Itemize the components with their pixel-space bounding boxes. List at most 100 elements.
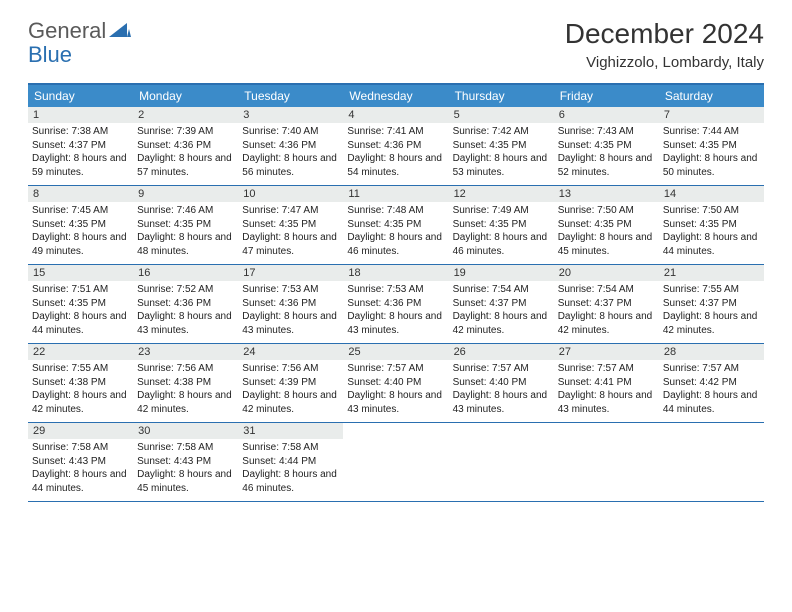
day-cell: 4Sunrise: 7:41 AMSunset: 4:36 PMDaylight… bbox=[343, 107, 448, 185]
day-number: 15 bbox=[28, 265, 133, 281]
day-number: 6 bbox=[554, 107, 659, 123]
day-cell: 27Sunrise: 7:57 AMSunset: 4:41 PMDayligh… bbox=[554, 344, 659, 422]
weekday-header: Thursday bbox=[449, 85, 554, 107]
weekday-header: Monday bbox=[133, 85, 238, 107]
weekday-header: Wednesday bbox=[343, 85, 448, 107]
day-cell: 8Sunrise: 7:45 AMSunset: 4:35 PMDaylight… bbox=[28, 186, 133, 264]
day-number: 12 bbox=[449, 186, 554, 202]
day-cell bbox=[449, 423, 554, 501]
day-cell: 10Sunrise: 7:47 AMSunset: 4:35 PMDayligh… bbox=[238, 186, 343, 264]
day-content: Sunrise: 7:57 AMSunset: 4:42 PMDaylight:… bbox=[659, 360, 764, 421]
day-number: 7 bbox=[659, 107, 764, 123]
day-cell: 14Sunrise: 7:50 AMSunset: 4:35 PMDayligh… bbox=[659, 186, 764, 264]
day-content: Sunrise: 7:52 AMSunset: 4:36 PMDaylight:… bbox=[133, 281, 238, 342]
day-number: 21 bbox=[659, 265, 764, 281]
day-content: Sunrise: 7:55 AMSunset: 4:37 PMDaylight:… bbox=[659, 281, 764, 342]
day-number: 31 bbox=[238, 423, 343, 439]
day-cell: 30Sunrise: 7:58 AMSunset: 4:43 PMDayligh… bbox=[133, 423, 238, 501]
day-content: Sunrise: 7:55 AMSunset: 4:38 PMDaylight:… bbox=[28, 360, 133, 421]
day-content: Sunrise: 7:39 AMSunset: 4:36 PMDaylight:… bbox=[133, 123, 238, 184]
day-content: Sunrise: 7:58 AMSunset: 4:44 PMDaylight:… bbox=[238, 439, 343, 500]
day-cell: 25Sunrise: 7:57 AMSunset: 4:40 PMDayligh… bbox=[343, 344, 448, 422]
day-number: 3 bbox=[238, 107, 343, 123]
day-number: 18 bbox=[343, 265, 448, 281]
day-cell: 9Sunrise: 7:46 AMSunset: 4:35 PMDaylight… bbox=[133, 186, 238, 264]
header: General December 2024 Vighizzolo, Lombar… bbox=[0, 0, 792, 79]
day-number: 5 bbox=[449, 107, 554, 123]
day-cell: 22Sunrise: 7:55 AMSunset: 4:38 PMDayligh… bbox=[28, 344, 133, 422]
day-content: Sunrise: 7:54 AMSunset: 4:37 PMDaylight:… bbox=[449, 281, 554, 342]
day-content: Sunrise: 7:58 AMSunset: 4:43 PMDaylight:… bbox=[28, 439, 133, 500]
day-cell: 15Sunrise: 7:51 AMSunset: 4:35 PMDayligh… bbox=[28, 265, 133, 343]
day-cell: 12Sunrise: 7:49 AMSunset: 4:35 PMDayligh… bbox=[449, 186, 554, 264]
day-number: 8 bbox=[28, 186, 133, 202]
day-cell: 28Sunrise: 7:57 AMSunset: 4:42 PMDayligh… bbox=[659, 344, 764, 422]
day-number: 25 bbox=[343, 344, 448, 360]
day-number: 17 bbox=[238, 265, 343, 281]
day-number: 22 bbox=[28, 344, 133, 360]
weekday-header: Saturday bbox=[659, 85, 764, 107]
day-number: 28 bbox=[659, 344, 764, 360]
day-content: Sunrise: 7:50 AMSunset: 4:35 PMDaylight:… bbox=[554, 202, 659, 263]
day-cell: 2Sunrise: 7:39 AMSunset: 4:36 PMDaylight… bbox=[133, 107, 238, 185]
page-title: December 2024 bbox=[565, 18, 764, 50]
day-content: Sunrise: 7:56 AMSunset: 4:39 PMDaylight:… bbox=[238, 360, 343, 421]
day-cell bbox=[659, 423, 764, 501]
day-content: Sunrise: 7:38 AMSunset: 4:37 PMDaylight:… bbox=[28, 123, 133, 184]
day-cell: 24Sunrise: 7:56 AMSunset: 4:39 PMDayligh… bbox=[238, 344, 343, 422]
day-content: Sunrise: 7:49 AMSunset: 4:35 PMDaylight:… bbox=[449, 202, 554, 263]
day-content: Sunrise: 7:57 AMSunset: 4:40 PMDaylight:… bbox=[449, 360, 554, 421]
day-number: 2 bbox=[133, 107, 238, 123]
logo-text-blue: Blue bbox=[28, 42, 72, 67]
week-row: 1Sunrise: 7:38 AMSunset: 4:37 PMDaylight… bbox=[28, 107, 764, 186]
title-block: December 2024 Vighizzolo, Lombardy, Ital… bbox=[565, 18, 764, 71]
day-content: Sunrise: 7:44 AMSunset: 4:35 PMDaylight:… bbox=[659, 123, 764, 184]
day-cell: 18Sunrise: 7:53 AMSunset: 4:36 PMDayligh… bbox=[343, 265, 448, 343]
day-cell: 6Sunrise: 7:43 AMSunset: 4:35 PMDaylight… bbox=[554, 107, 659, 185]
day-content: Sunrise: 7:53 AMSunset: 4:36 PMDaylight:… bbox=[343, 281, 448, 342]
week-row: 8Sunrise: 7:45 AMSunset: 4:35 PMDaylight… bbox=[28, 186, 764, 265]
day-cell: 29Sunrise: 7:58 AMSunset: 4:43 PMDayligh… bbox=[28, 423, 133, 501]
day-content: Sunrise: 7:42 AMSunset: 4:35 PMDaylight:… bbox=[449, 123, 554, 184]
day-content: Sunrise: 7:47 AMSunset: 4:35 PMDaylight:… bbox=[238, 202, 343, 263]
day-number: 16 bbox=[133, 265, 238, 281]
weekday-header: Friday bbox=[554, 85, 659, 107]
day-number: 20 bbox=[554, 265, 659, 281]
day-number: 13 bbox=[554, 186, 659, 202]
day-number: 9 bbox=[133, 186, 238, 202]
day-cell: 1Sunrise: 7:38 AMSunset: 4:37 PMDaylight… bbox=[28, 107, 133, 185]
day-cell: 31Sunrise: 7:58 AMSunset: 4:44 PMDayligh… bbox=[238, 423, 343, 501]
day-content: Sunrise: 7:43 AMSunset: 4:35 PMDaylight:… bbox=[554, 123, 659, 184]
day-cell: 20Sunrise: 7:54 AMSunset: 4:37 PMDayligh… bbox=[554, 265, 659, 343]
day-content: Sunrise: 7:58 AMSunset: 4:43 PMDaylight:… bbox=[133, 439, 238, 500]
day-content: Sunrise: 7:56 AMSunset: 4:38 PMDaylight:… bbox=[133, 360, 238, 421]
week-row: 15Sunrise: 7:51 AMSunset: 4:35 PMDayligh… bbox=[28, 265, 764, 344]
day-content: Sunrise: 7:50 AMSunset: 4:35 PMDaylight:… bbox=[659, 202, 764, 263]
calendar-grid: SundayMondayTuesdayWednesdayThursdayFrid… bbox=[28, 83, 764, 502]
week-row: 22Sunrise: 7:55 AMSunset: 4:38 PMDayligh… bbox=[28, 344, 764, 423]
day-cell: 17Sunrise: 7:53 AMSunset: 4:36 PMDayligh… bbox=[238, 265, 343, 343]
week-row: 29Sunrise: 7:58 AMSunset: 4:43 PMDayligh… bbox=[28, 423, 764, 502]
weekday-header: Sunday bbox=[28, 85, 133, 107]
day-content: Sunrise: 7:41 AMSunset: 4:36 PMDaylight:… bbox=[343, 123, 448, 184]
day-cell: 7Sunrise: 7:44 AMSunset: 4:35 PMDaylight… bbox=[659, 107, 764, 185]
day-cell: 5Sunrise: 7:42 AMSunset: 4:35 PMDaylight… bbox=[449, 107, 554, 185]
day-cell bbox=[343, 423, 448, 501]
day-number: 10 bbox=[238, 186, 343, 202]
day-content: Sunrise: 7:51 AMSunset: 4:35 PMDaylight:… bbox=[28, 281, 133, 342]
day-content: Sunrise: 7:57 AMSunset: 4:41 PMDaylight:… bbox=[554, 360, 659, 421]
location-subtitle: Vighizzolo, Lombardy, Italy bbox=[565, 54, 764, 71]
day-content: Sunrise: 7:57 AMSunset: 4:40 PMDaylight:… bbox=[343, 360, 448, 421]
day-number: 19 bbox=[449, 265, 554, 281]
day-cell: 26Sunrise: 7:57 AMSunset: 4:40 PMDayligh… bbox=[449, 344, 554, 422]
triangle-icon bbox=[109, 21, 131, 42]
logo-text-general: General bbox=[28, 18, 106, 44]
day-number: 27 bbox=[554, 344, 659, 360]
day-cell: 21Sunrise: 7:55 AMSunset: 4:37 PMDayligh… bbox=[659, 265, 764, 343]
day-number: 26 bbox=[449, 344, 554, 360]
day-number: 23 bbox=[133, 344, 238, 360]
day-cell bbox=[554, 423, 659, 501]
logo: General bbox=[28, 18, 133, 44]
day-content: Sunrise: 7:46 AMSunset: 4:35 PMDaylight:… bbox=[133, 202, 238, 263]
weekday-header-row: SundayMondayTuesdayWednesdayThursdayFrid… bbox=[28, 85, 764, 107]
